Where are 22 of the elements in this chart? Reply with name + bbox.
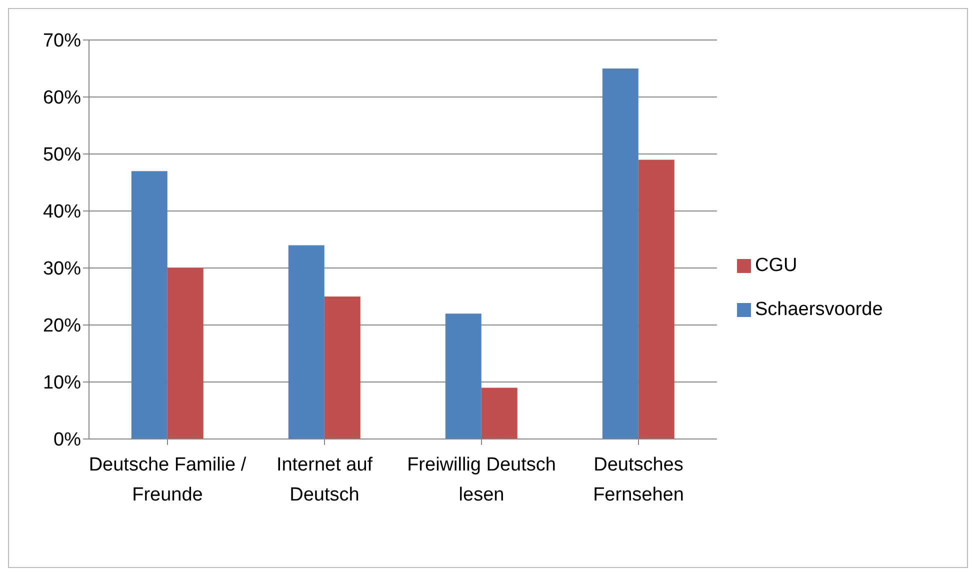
bar [167,268,204,439]
x-tick-label: Deutsches Fernsehen [593,454,684,506]
x-tick-label: Deutsche Familie / Freunde [88,454,247,506]
y-tick-label: 10% [42,372,82,394]
bar [638,160,674,439]
bar [445,314,482,439]
bar [131,171,168,439]
y-tick-label: 50% [42,144,82,166]
x-tick-label: Freiwillig Deutsch lesen [407,454,556,506]
y-tick-label: 60% [42,88,82,109]
bar [324,296,360,439]
y-tick-label: 0% [54,430,82,451]
y-tick-label: 40% [42,202,82,223]
y-tick-label: 20% [42,316,82,337]
legend-label: CGU [755,255,798,276]
bar [288,245,324,439]
bar [481,388,518,439]
y-tick-label: 30% [42,258,82,280]
bar [602,68,638,439]
legend-label: Schaersvoorde [755,299,883,320]
x-tick-label: Internet auf Deutsch [276,454,374,506]
y-tick-label: 70% [42,30,82,52]
